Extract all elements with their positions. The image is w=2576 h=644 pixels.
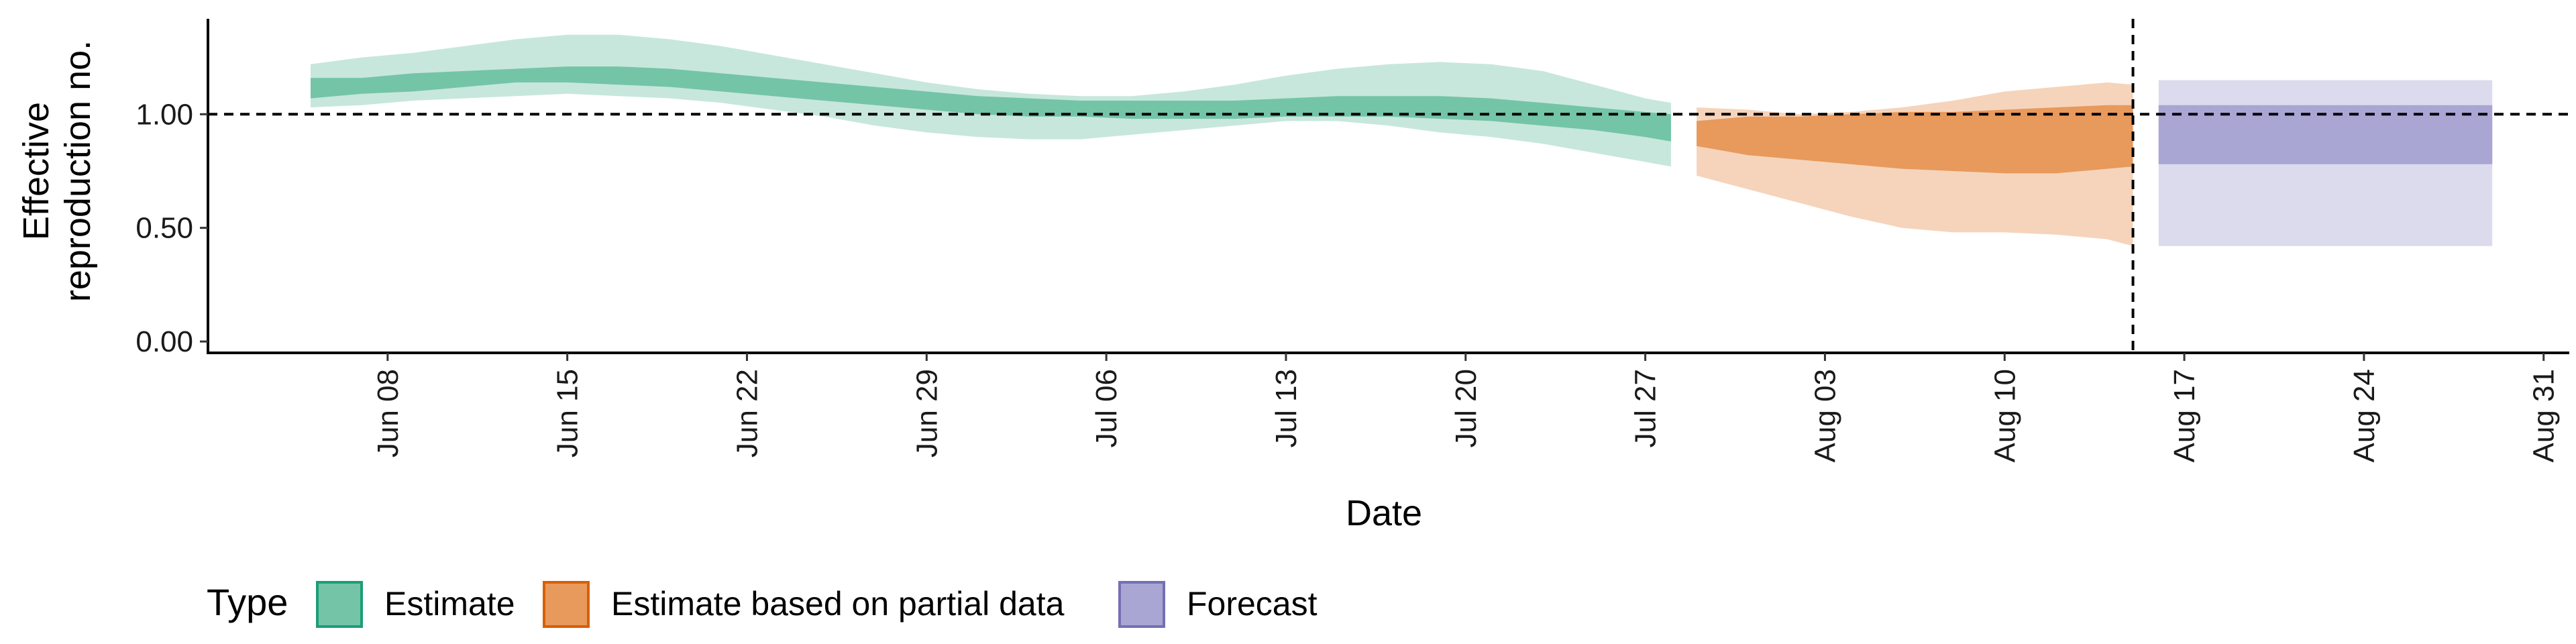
x-tick-label: Jun 29 [910, 369, 943, 458]
x-tick-label: Jul 27 [1629, 369, 1662, 447]
legend-title: Type [207, 581, 288, 623]
legend-swatch-forecast [1118, 581, 1165, 628]
legend-label-estimate: Estimate [384, 585, 515, 623]
x-tick-label: Jul 20 [1450, 369, 1483, 447]
y-tick-label: 0.00 [136, 325, 193, 358]
x-axis-ticks: Jun 08 Jun 15 Jun 22 Jun 29 Jul 06 Jul 13 Jul … [372, 353, 2561, 462]
estimate-inner-band [311, 66, 1671, 142]
x-tick-label: Jun 22 [731, 369, 764, 458]
x-tick-label: Aug 03 [1809, 369, 1841, 462]
x-tick-label: Jun 08 [372, 369, 405, 458]
y-axis-title-line-1: Effective [16, 102, 56, 240]
x-tick-label: Aug 10 [1988, 369, 2021, 462]
y-tick-label: 1.00 [136, 98, 193, 131]
x-tick-label: Jul 06 [1090, 369, 1123, 447]
x-tick-label: Aug 17 [2168, 369, 2201, 462]
legend: Type Estimate Estimate based on partial d… [207, 581, 1318, 628]
y-axis-title: Effective reproduction no. [16, 40, 98, 302]
ribbon-layer [311, 34, 2493, 246]
legend-label-forecast: Forecast [1187, 585, 1318, 623]
x-axis-title: Date [1346, 493, 1422, 533]
x-tick-label: Jun 15 [551, 369, 584, 458]
x-tick-label: Aug 31 [2528, 369, 2561, 462]
reference-lines [208, 19, 2569, 353]
y-axis-title-line-2: reproduction no. [58, 40, 98, 302]
legend-swatch-estimate [316, 581, 363, 628]
x-tick-label: Jul 13 [1270, 369, 1303, 447]
x-tick-label: Aug 24 [2348, 369, 2381, 462]
legend-label-estimate-based-on-partial-data: Estimate based on partial data [611, 585, 1065, 623]
axes [207, 19, 2569, 354]
legend-swatch-estimate-based-on-partial-data [543, 581, 590, 628]
y-axis-ticks: 0.00 0.50 1.00 [136, 98, 208, 358]
forecast-inner-band [2158, 105, 2493, 164]
estimate-based-on-partial-data-inner-band [1697, 105, 2133, 174]
y-tick-label: 0.50 [136, 212, 193, 245]
